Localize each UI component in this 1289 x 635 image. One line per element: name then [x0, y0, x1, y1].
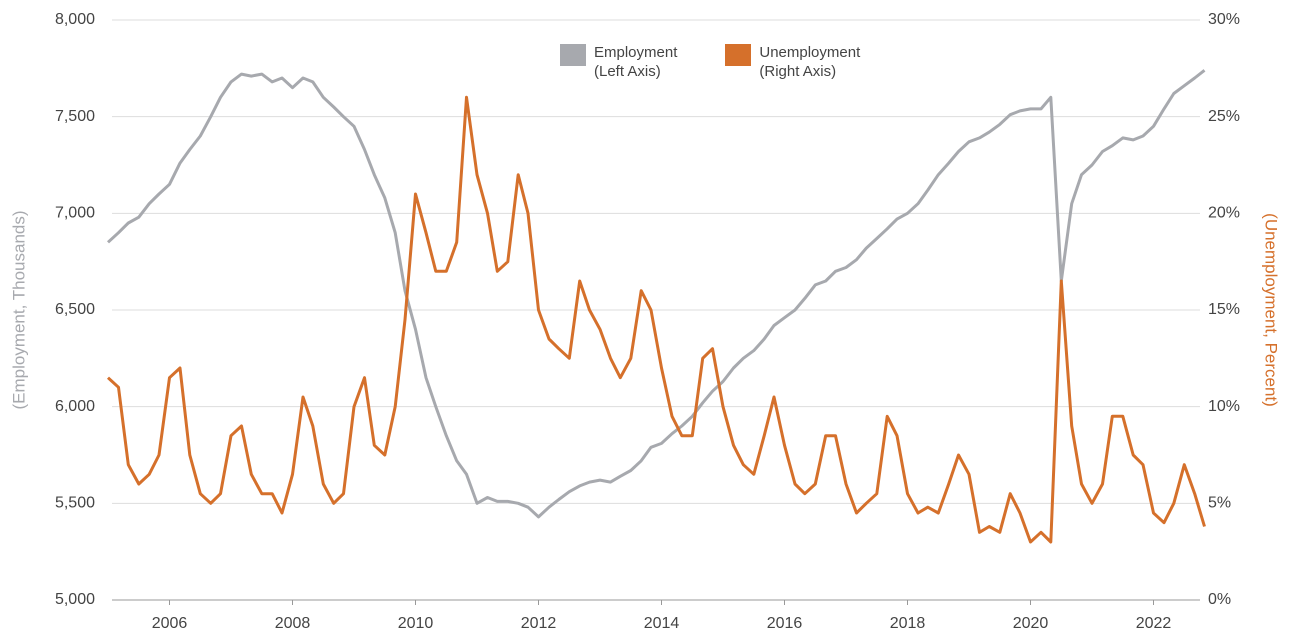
y2-tick-label: 0%: [1208, 591, 1231, 608]
series-line: [106, 69, 1206, 519]
y-tick-label: 5,000: [55, 591, 95, 608]
y-axis-label: (Employment, Thousands): [9, 210, 28, 409]
series-line: [106, 95, 1206, 544]
legend-item: Unemployment (Right Axis): [725, 44, 860, 82]
x-tick-label: 2016: [767, 615, 803, 632]
legend: Employment (Left Axis) Unemployment (Righ…: [560, 44, 860, 82]
y2-tick-label: 5%: [1208, 495, 1231, 512]
y-tick-label: 7,000: [55, 205, 95, 222]
y-tick-label: 6,000: [55, 398, 95, 415]
y2-axis-label: (Unemployment, Percent): [1262, 213, 1281, 407]
x-tick-label: 2014: [644, 615, 680, 632]
y2-tick-label: 30%: [1208, 11, 1240, 28]
legend-item: Employment (Left Axis): [560, 44, 677, 82]
x-tick-label: 2010: [398, 615, 434, 632]
y2-tick-label: 10%: [1208, 398, 1240, 415]
legend-swatch: [560, 44, 586, 66]
legend-label: Unemployment (Right Axis): [759, 44, 861, 80]
legend-label: Employment (Left Axis): [594, 44, 678, 80]
x-tick-label: 2008: [275, 615, 311, 632]
x-tick-label: 2020: [1013, 615, 1049, 632]
x-tick-label: 2018: [890, 615, 926, 632]
y2-tick-label: 25%: [1208, 108, 1240, 125]
y2-tick-label: 15%: [1208, 301, 1240, 318]
x-tick-label: 2022: [1136, 615, 1172, 632]
y2-tick-label: 20%: [1208, 205, 1240, 222]
y-tick-label: 6,500: [55, 301, 95, 318]
x-tick-label: 2006: [152, 615, 188, 632]
y-tick-label: 7,500: [55, 108, 95, 125]
legend-swatch: [725, 44, 752, 66]
y-tick-label: 8,000: [55, 11, 95, 28]
x-tick-label: 2012: [521, 615, 557, 632]
y-tick-label: 5,500: [55, 495, 95, 512]
